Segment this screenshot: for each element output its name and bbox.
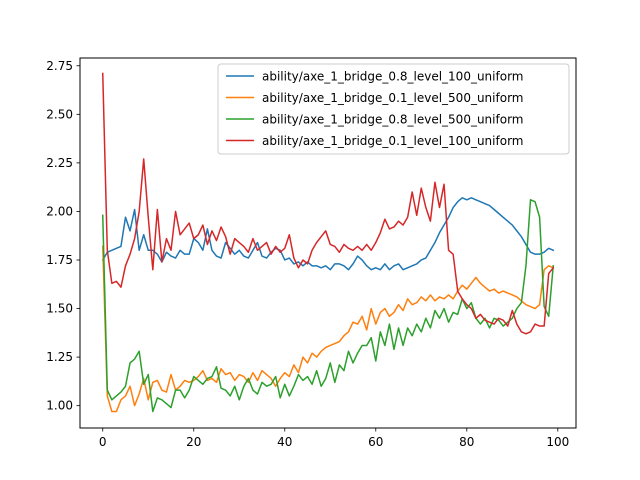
legend: ability/axe_1_bridge_0.8_level_100_unifo… [217, 63, 570, 155]
series-line-2 [101, 245, 555, 413]
y-tick-label: 1.00 [46, 399, 73, 413]
series-line-4 [101, 72, 555, 335]
y-tick-label: 2.25 [46, 156, 73, 170]
y-tick-label: 2.75 [46, 59, 73, 73]
x-tick-label: 80 [459, 435, 474, 449]
x-tick-label: 40 [277, 435, 292, 449]
y-tick-label: 2.50 [46, 107, 73, 121]
legend-label: ability/axe_1_bridge_0.8_level_500_unifo… [262, 113, 523, 127]
x-tick-label: 100 [546, 435, 569, 449]
series-line-3 [101, 199, 555, 413]
series-line-1 [101, 197, 555, 271]
y-tick-label: 1.75 [46, 253, 73, 267]
legend-label: ability/axe_1_bridge_0.1_level_100_unifo… [262, 134, 523, 148]
x-tick-label: 20 [186, 435, 201, 449]
y-tick-label: 2.00 [46, 204, 73, 218]
y-axis: 1.00 1.25 1.50 1.75 2.00 2.25 2.50 2.75 [46, 59, 80, 413]
y-tick-label: 1.25 [46, 350, 73, 364]
plot-area-frame [79, 57, 577, 429]
x-tick-label: 0 [99, 435, 107, 449]
legend-label: ability/axe_1_bridge_0.8_level_100_unifo… [262, 70, 523, 84]
legend-label: ability/axe_1_bridge_0.1_level_500_unifo… [262, 91, 523, 105]
x-axis: 0 20 40 60 80 100 [99, 428, 569, 449]
x-tick-label: 60 [368, 435, 383, 449]
series-layer [101, 72, 555, 413]
legend-box [217, 63, 570, 155]
y-tick-label: 1.50 [46, 302, 73, 316]
